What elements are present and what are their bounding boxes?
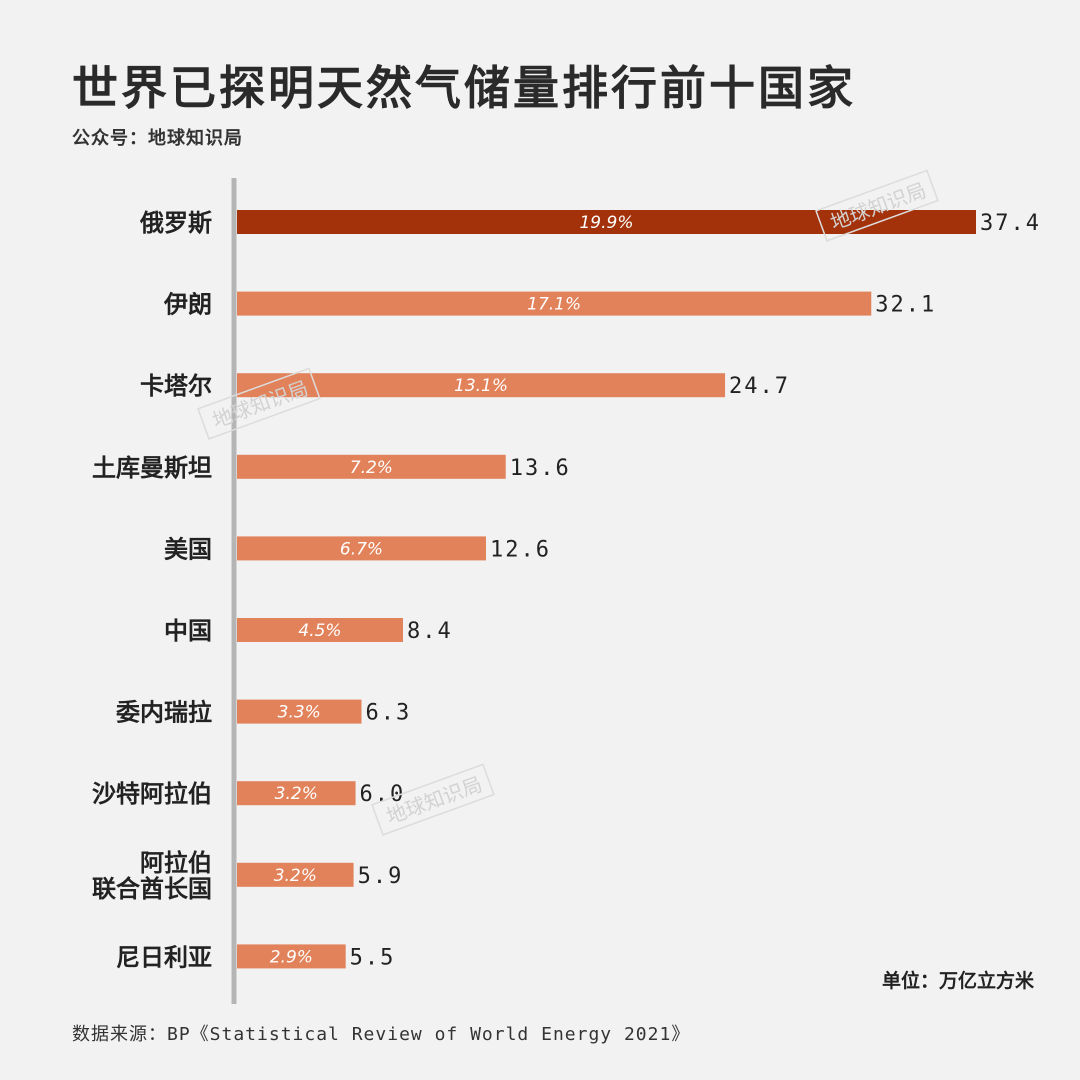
bar-value-label: 6.0 [360,782,406,807]
category-label: 卡塔尔 [140,372,212,400]
category-label: 阿拉伯 [140,849,212,877]
bar-share-label: 6.7% [340,539,383,559]
watermark-box [371,763,495,836]
bar-value-label: 37.4 [980,211,1041,236]
bar [237,781,356,806]
bar-share-label: 3.2% [275,784,318,804]
bar-value-label: 24.7 [729,374,790,399]
category-label: 尼日利亚 [116,943,212,971]
watermark-box [815,169,939,242]
bar [237,291,872,316]
bar-share-label: 13.1% [454,376,508,396]
bar [237,618,403,642]
bar-value-label: 12.6 [490,537,551,562]
bar [237,862,354,887]
bar-value-label: 8.4 [407,619,453,644]
bar-value-label: 32.1 [875,293,936,318]
bar-share-label: 2.9% [270,947,313,967]
category-label: 沙特阿拉伯 [92,780,212,808]
bar-share-label: 19.9% [579,213,633,233]
category-label: 俄罗斯 [139,209,212,237]
bar [237,210,976,234]
bar-value-label: 5.9 [358,864,404,889]
watermark-box [197,367,321,440]
bar [237,454,506,479]
source-label: 数据来源：BP《Statistical Review of World Ener… [72,1024,691,1045]
category-label: 伊朗 [163,291,212,319]
bar [237,536,486,561]
bar-value-label: 13.6 [510,456,571,481]
unit-label: 单位：万亿立方米 [881,970,1034,992]
watermark-text: 地球知识局 [383,772,485,829]
category-label: 联合酋长国 [92,875,212,903]
bar-value-label: 6.3 [365,701,411,726]
bar-share-label: 3.3% [278,703,321,723]
category-label: 土库曼斯坦 [92,454,212,482]
bar-share-label: 17.1% [527,295,581,315]
category-label: 委内瑞拉 [115,699,212,727]
bar [237,699,362,724]
bar [237,944,346,969]
bar-share-label: 4.5% [298,621,341,641]
chart-title: 世界已探明天然气储量排行前十国家 [72,61,856,115]
chart-subtitle: 公众号：地球知识局 [72,128,243,149]
bar-share-label: 3.2% [274,866,317,886]
bar-value-label: 5.5 [350,945,396,970]
bar-share-label: 7.2% [350,458,393,478]
category-label: 美国 [164,535,212,563]
category-label: 中国 [164,617,212,645]
